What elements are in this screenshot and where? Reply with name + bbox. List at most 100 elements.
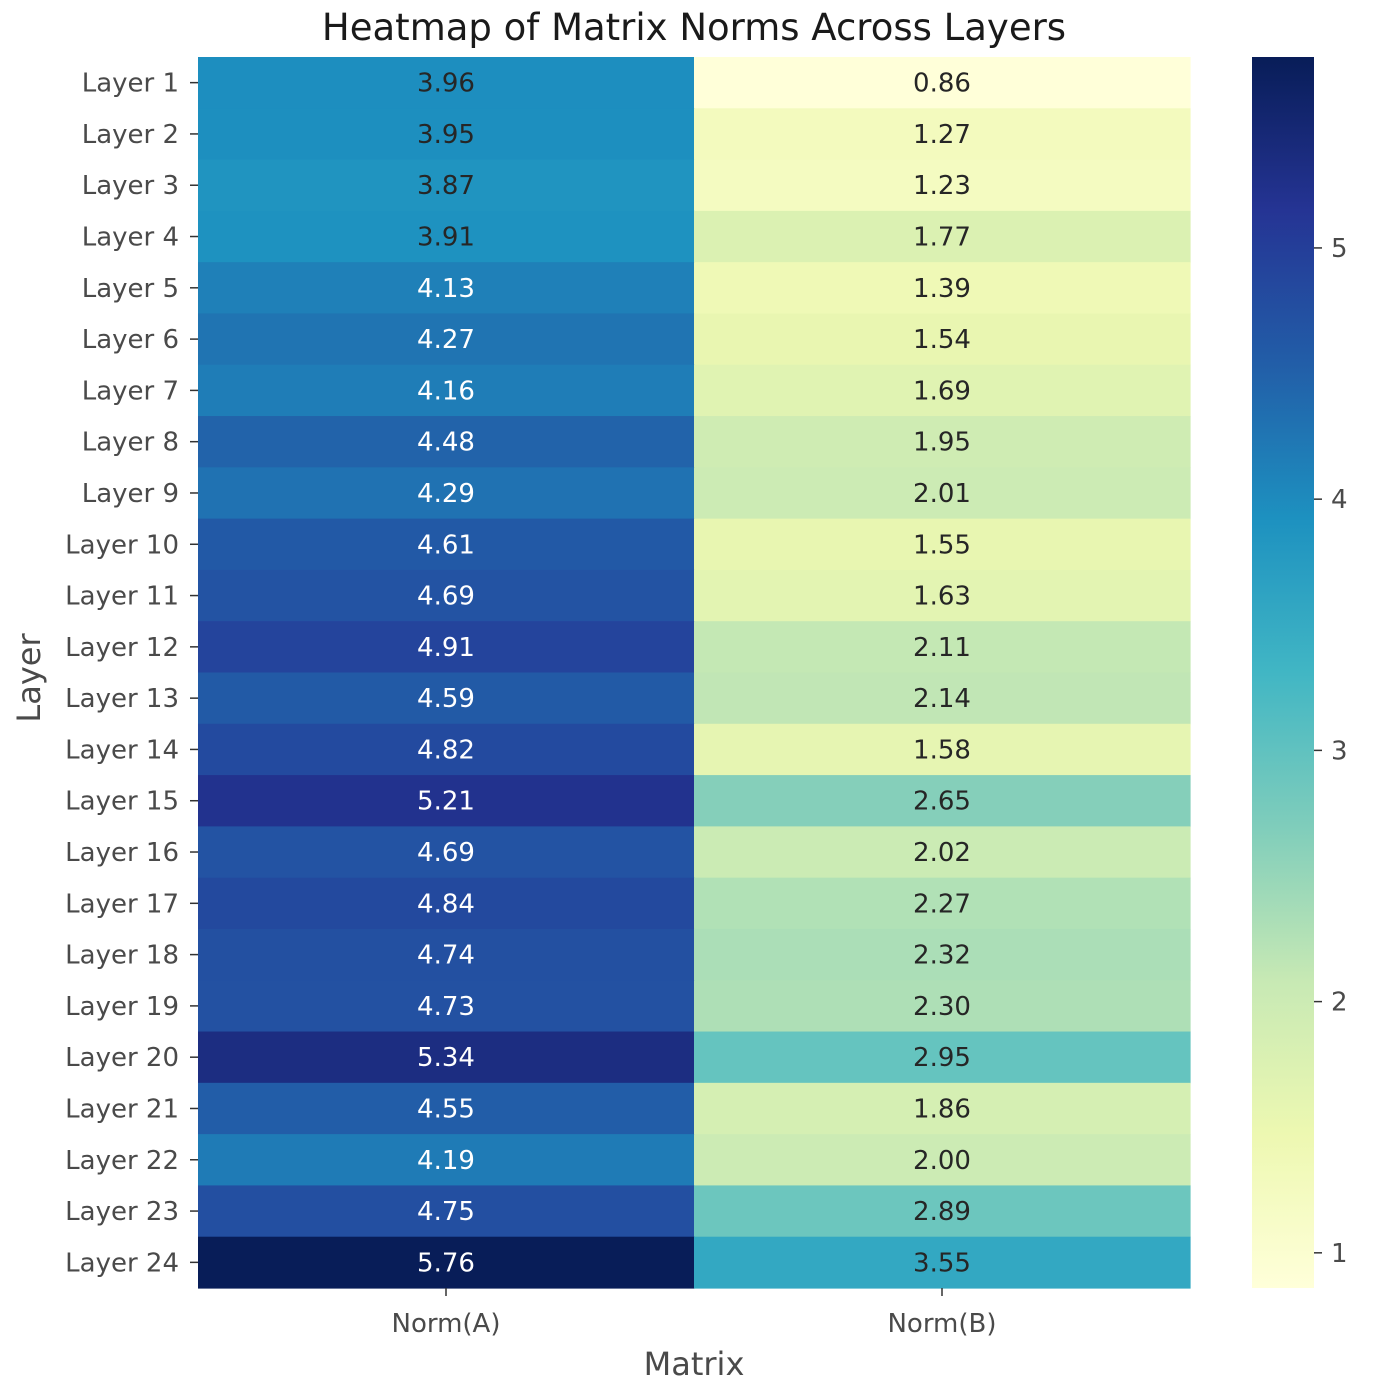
cell-value-label: 5.76 (417, 1248, 475, 1278)
y-tick-label: Layer 1 (82, 69, 179, 99)
heatmap-cell (198, 1185, 695, 1238)
cell-value-label: 1.63 (913, 582, 971, 612)
heatmap-cell (198, 569, 695, 622)
cell-value-label: 4.91 (417, 633, 475, 663)
x-tick-label: Norm(A) (392, 1309, 501, 1339)
heatmap-cell (694, 928, 1191, 981)
y-tick-label: Layer 23 (65, 1197, 179, 1227)
heatmap-cell (694, 980, 1191, 1033)
y-tick-label: Layer 24 (65, 1248, 179, 1278)
colorbar: 1 2 3 4 5 (1252, 57, 1348, 1288)
heatmap-cell (694, 159, 1191, 212)
y-tick-label: Layer 9 (82, 479, 179, 509)
y-tick-label: Layer 12 (65, 633, 179, 663)
heatmap-cell (694, 210, 1191, 263)
heatmap-cell (198, 723, 695, 776)
cell-value-label: 3.87 (417, 171, 475, 201)
x-tick-label: Norm(B) (887, 1309, 996, 1339)
heatmap-cell (694, 364, 1191, 417)
colorbar-gradient (1252, 57, 1314, 1288)
y-tick-label: Layer 20 (65, 1043, 179, 1073)
cell-value-label: 0.86 (913, 69, 971, 99)
cell-value-label: 4.69 (417, 838, 475, 868)
heatmap-cell (198, 877, 695, 930)
y-tick-label: Layer 14 (65, 735, 179, 765)
heatmap-cell (198, 980, 695, 1033)
cell-value-label: 3.55 (913, 1248, 971, 1278)
heatmap-cell (198, 57, 695, 109)
heatmap-cell (198, 621, 695, 674)
y-tick-label: Layer 17 (65, 889, 179, 919)
heatmap-cell (694, 416, 1191, 468)
cell-value-label: 4.59 (417, 684, 475, 714)
cell-value-label: 3.96 (417, 69, 475, 99)
cell-value-label: 4.27 (417, 325, 475, 355)
heatmap-cell (198, 364, 695, 417)
heatmap-cell (694, 1185, 1191, 1238)
cell-value-label: 5.34 (417, 1043, 475, 1073)
cell-value-label: 1.54 (913, 325, 971, 355)
cell-value-label: 4.16 (417, 376, 475, 406)
y-axis-label: Layer (10, 633, 48, 723)
y-tick-label: Layer 8 (82, 428, 179, 458)
colorbar-tick-label: 4 (1331, 485, 1348, 515)
cell-value-label: 4.61 (417, 530, 475, 560)
y-tick-label: Layer 3 (82, 171, 179, 201)
cell-value-label: 2.11 (913, 633, 971, 663)
cell-value-label: 1.86 (913, 1094, 971, 1124)
cell-value-label: 1.23 (913, 171, 971, 201)
cell-value-label: 2.27 (913, 889, 971, 919)
cell-value-label: 4.13 (417, 274, 475, 304)
cell-value-label: 4.73 (417, 992, 475, 1022)
heatmap-cell (198, 108, 695, 161)
cell-value-label: 4.74 (417, 941, 475, 971)
cell-value-label: 2.02 (913, 838, 971, 868)
cell-value-label: 2.01 (913, 479, 971, 509)
heatmap-cell (694, 1031, 1191, 1084)
y-tick-label: Layer 21 (65, 1094, 179, 1124)
heatmap-cell (198, 928, 695, 981)
heatmap-cell (198, 1082, 695, 1135)
cell-value-label: 4.19 (417, 1146, 475, 1176)
y-tick-label: Layer 13 (65, 684, 179, 714)
heatmap-cell (198, 416, 695, 468)
y-tick-label: Layer 15 (65, 787, 179, 817)
x-axis-label: Matrix (644, 1345, 745, 1383)
heatmap-cell (198, 159, 695, 212)
heatmap-cell (198, 1031, 695, 1084)
x-axis: Norm(A) Norm(B) (392, 1288, 997, 1339)
heatmap-cell (694, 621, 1191, 674)
cell-value-label: 4.69 (417, 582, 475, 612)
colorbar-tick-label: 1 (1331, 1239, 1348, 1269)
heatmap-cell (694, 672, 1191, 725)
cell-value-label: 2.89 (913, 1197, 971, 1227)
cell-value-label: 1.39 (913, 274, 971, 304)
cell-value-label: 1.69 (913, 376, 971, 406)
cell-value-label: 1.95 (913, 428, 971, 458)
heatmap-cell (694, 108, 1191, 161)
cell-value-label: 1.58 (913, 735, 971, 765)
y-tick-label: Layer 16 (65, 838, 179, 868)
cell-value-label: 1.27 (913, 120, 971, 150)
heatmap-cell (694, 569, 1191, 622)
y-tick-label: Layer 5 (82, 274, 179, 304)
y-tick-label: Layer 18 (65, 941, 179, 971)
cell-value-label: 3.95 (417, 120, 475, 150)
heatmap-cells (198, 57, 1191, 1289)
cell-value-label: 4.29 (417, 479, 475, 509)
heatmap-cell (694, 518, 1191, 571)
cell-value-label: 1.55 (913, 530, 971, 560)
heatmap-cell (694, 262, 1191, 315)
heatmap-cell (694, 1236, 1191, 1289)
y-tick-label: Layer 11 (65, 582, 179, 612)
cell-value-label: 4.84 (417, 889, 475, 919)
cell-value-label: 5.21 (417, 787, 475, 817)
heatmap-cell (694, 313, 1191, 366)
cell-value-label: 2.65 (913, 787, 971, 817)
heatmap-cell (198, 826, 695, 879)
y-tick-label: Layer 2 (82, 120, 179, 150)
colorbar-tick-label: 5 (1331, 234, 1348, 264)
heatmap-cell (198, 518, 695, 571)
heatmap-cell (694, 57, 1191, 109)
